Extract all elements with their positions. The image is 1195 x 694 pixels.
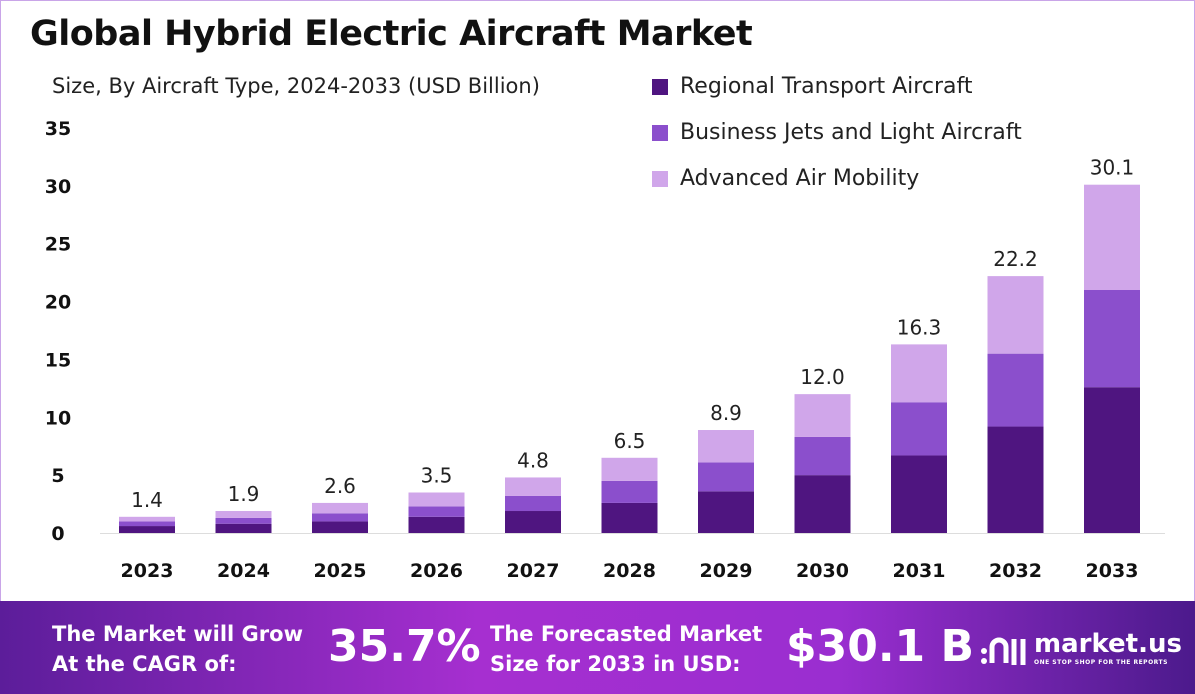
forecast-value: $30.1 B: [786, 621, 975, 672]
x-tick-label: 2029: [700, 560, 753, 582]
logo-tagline: ONE STOP SHOP FOR THE REPORTS: [1034, 658, 1168, 666]
x-tick-label: 2033: [1086, 560, 1139, 582]
bar-segment: [987, 426, 1044, 533]
bar-segment: [408, 516, 465, 533]
bar-segment: [408, 492, 465, 507]
bar-segment: [698, 462, 754, 492]
legend-label: Advanced Air Mobility: [680, 166, 920, 191]
x-tick-label: 2026: [410, 560, 463, 582]
bar-segment: [215, 511, 272, 518]
x-tick-label: 2023: [121, 560, 174, 582]
data-label: 12.0: [800, 365, 845, 389]
cagr-label: The Market will Grow At the CAGR of:: [52, 619, 303, 679]
data-label: 30.1: [1090, 156, 1135, 180]
bar-segment: [505, 511, 561, 533]
bar-segment: [119, 516, 175, 522]
x-tick-label: 2028: [603, 560, 656, 582]
bar-segment: [794, 436, 851, 476]
bar-segment: [215, 523, 272, 533]
data-label: 2.6: [324, 474, 356, 498]
legend-swatch: [652, 78, 668, 95]
legend-item-regional: Regional Transport Aircraft: [652, 74, 972, 99]
chart-subtitle: Size, By Aircraft Type, 2024-2033 (USD B…: [52, 74, 540, 98]
legend-swatch: [652, 170, 668, 187]
bar-segment: [698, 491, 754, 533]
forecast-label-line1: The Forecasted Market: [490, 622, 763, 646]
data-label: 1.4: [131, 488, 163, 512]
bar-segment: [601, 502, 658, 533]
x-tick-label: 2024: [217, 560, 270, 582]
bar-segment: [891, 344, 947, 403]
legend-item-business: Business Jets and Light Aircraft: [652, 120, 1022, 145]
bar-segment: [1084, 184, 1140, 290]
bar-segment: [794, 394, 851, 437]
forecast-label: The Forecasted Market Size for 2033 in U…: [490, 619, 762, 679]
y-tick-label: 25: [45, 234, 71, 256]
legend-label: Business Jets and Light Aircraft: [680, 120, 1022, 145]
bar-segment: [1084, 290, 1140, 388]
bar-segment: [505, 477, 561, 496]
legend-item-aam: Advanced Air Mobility: [652, 166, 919, 191]
forecast-label-line2: Size for 2033 in USD:: [490, 652, 741, 676]
logo-icon: [981, 637, 1026, 665]
x-tick-label: 2027: [507, 560, 560, 582]
footer-banner: The Market will Grow At the CAGR of: 35.…: [0, 601, 1195, 694]
stacked-bar-chart: 051015202530351.420231.920242.620253.520…: [45, 118, 1165, 582]
cagr-label-line1: The Market will Grow: [52, 622, 303, 646]
data-label: 3.5: [421, 464, 453, 488]
chart-title: Global Hybrid Electric Aircraft Market: [30, 14, 753, 54]
bar-segment: [987, 276, 1044, 354]
y-tick-label: 5: [51, 465, 64, 487]
bar-segment: [505, 495, 561, 512]
bar-segment: [312, 502, 368, 514]
bar-segment: [987, 353, 1044, 427]
market-us-logo: market.us ONE STOP SHOP FOR THE REPORTS: [980, 625, 1182, 669]
data-label: 22.2: [993, 247, 1038, 271]
bar-segment: [891, 402, 947, 456]
legend-swatch: [652, 124, 668, 141]
y-tick-label: 15: [45, 349, 71, 371]
y-tick-label: 20: [45, 292, 71, 314]
bar-segment: [601, 480, 658, 503]
bar-segment: [794, 475, 851, 533]
data-label: 8.9: [710, 401, 742, 425]
cagr-value: 35.7%: [328, 621, 481, 672]
x-tick-label: 2031: [893, 560, 946, 582]
x-tick-label: 2025: [314, 560, 367, 582]
bar-segment: [119, 521, 175, 527]
bar-segment: [408, 506, 465, 517]
data-label: 4.8: [517, 448, 549, 472]
y-tick-label: 30: [45, 176, 71, 198]
legend-label: Regional Transport Aircraft: [680, 74, 973, 99]
y-tick-label: 0: [51, 523, 64, 545]
cagr-label-line2: At the CAGR of:: [52, 652, 237, 676]
y-tick-label: 10: [45, 407, 71, 429]
bar-segment: [698, 430, 754, 463]
bar-segment: [119, 526, 175, 533]
data-label: 6.5: [614, 429, 646, 453]
data-label: 16.3: [897, 315, 942, 339]
bar-segment: [1084, 387, 1140, 533]
bar-segment: [601, 457, 658, 481]
bar-segment: [312, 513, 368, 522]
bar-segment: [312, 521, 368, 533]
x-tick-label: 2032: [989, 560, 1042, 582]
y-tick-label: 35: [45, 118, 71, 140]
bar-segment: [215, 517, 272, 524]
logo-name: market.us: [1034, 628, 1182, 659]
data-label: 1.9: [228, 482, 260, 506]
x-tick-label: 2030: [796, 560, 849, 582]
bar-segment: [891, 455, 947, 533]
